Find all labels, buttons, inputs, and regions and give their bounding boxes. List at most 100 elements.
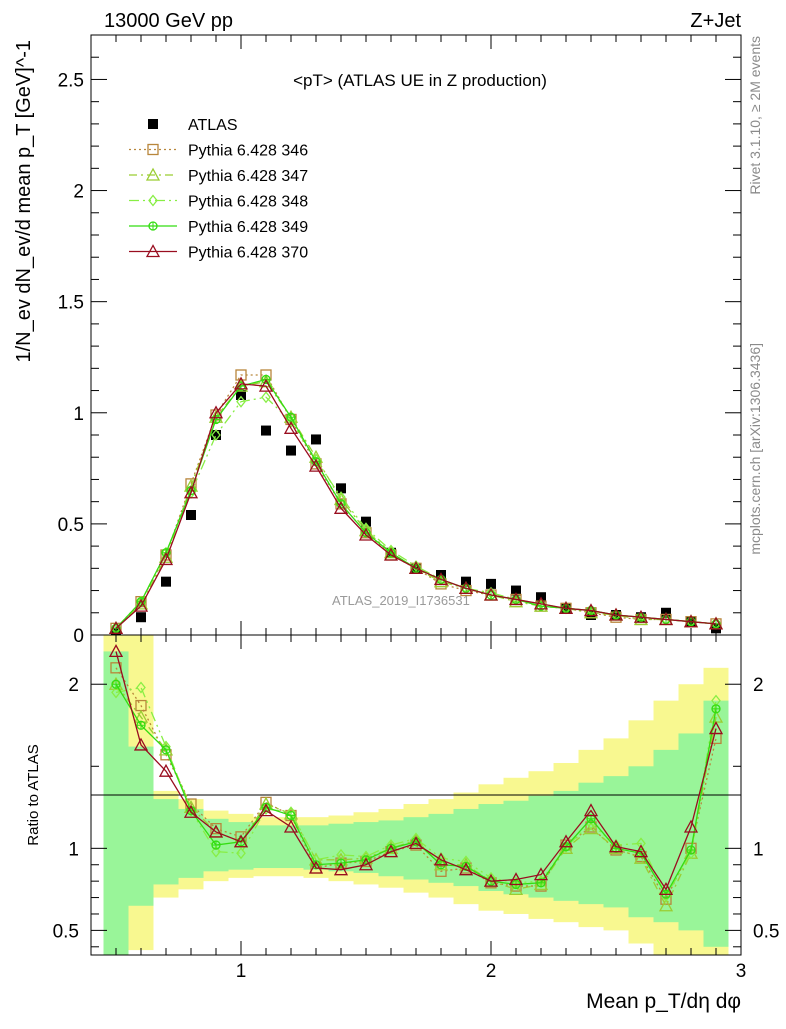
ratio-data-point — [711, 704, 721, 714]
main-data-point — [483, 587, 499, 601]
ratio-axis-ticks: 1 2 3 0.5 0.5 1 1 2 2 — [53, 635, 779, 982]
main-data-point — [208, 405, 224, 419]
main-data-point — [608, 607, 624, 621]
ratio-data-point — [108, 644, 124, 658]
main-data-point — [508, 592, 524, 606]
main-data-point — [333, 500, 349, 514]
main-data-point — [336, 483, 346, 494]
ratio-data-point — [608, 839, 624, 853]
x-tick-label: 1 — [236, 961, 247, 982]
ratio-data-point — [283, 819, 299, 833]
mcplots-label: mcplots.cern.ch [arXiv:1306.3436] — [747, 343, 763, 555]
ratio-y-tick-label: 2 — [68, 675, 79, 696]
main-data-point — [658, 612, 674, 626]
main-series-line — [115, 383, 717, 629]
ratio-data-point — [158, 763, 174, 777]
ratio-data-point — [636, 837, 646, 850]
ratio-data-point — [483, 873, 499, 887]
legend-entry-pythia-6-428-347: Pythia 6.428 347 — [129, 167, 308, 185]
main-data-point — [261, 425, 271, 436]
main-y-tick-label: 0 — [73, 626, 84, 647]
main-panel: 0 0.5 1 1.5 2 2.5 <pT> (ATLAS UE in Z product… — [13, 34, 742, 647]
legend-label: Pythia 6.428 346 — [188, 143, 308, 160]
ratio-data-point — [536, 878, 546, 888]
legend-marker — [148, 221, 158, 231]
legend-entry-pythia-6-428-349: Pythia 6.428 349 — [129, 219, 308, 236]
legend-label: Pythia 6.428 347 — [188, 168, 308, 185]
ratio-data-point — [508, 872, 524, 886]
ratio-data-point — [136, 720, 146, 730]
x-axis-label: Mean p_T/dη dφ — [586, 990, 741, 1013]
ratio-ylabel: Ratio to ATLAS — [25, 744, 42, 845]
legend-label: Pythia 6.428 349 — [188, 219, 308, 236]
ratio-data-point — [686, 845, 696, 855]
main-data-point — [683, 614, 699, 628]
main-data-point — [583, 603, 599, 617]
legend: ATLAS Pythia 6.428 346 Pythia 6.428 347 Pyt… — [129, 117, 308, 262]
main-data-point — [236, 395, 246, 408]
main-data-point — [433, 572, 449, 586]
ratio-inner-band-bin — [128, 746, 154, 906]
ratio-data-point — [383, 844, 399, 858]
ratio-data-point — [658, 882, 674, 896]
rivet-label: Rivet 3.1.10, ≥ 2M events — [747, 36, 763, 195]
main-y-tick-label: 2 — [73, 182, 84, 203]
legend-marker — [147, 143, 159, 156]
main-title: <pT> (ATLAS UE in Z production) — [293, 71, 547, 90]
main-axis-ticks: 0 0.5 1 1.5 2 2.5 — [58, 34, 742, 647]
main-data-point — [183, 485, 199, 499]
legend-label: Pythia 6.428 370 — [188, 245, 308, 262]
ratio-data-point — [211, 845, 221, 858]
main-y-tick-label: 2.5 — [58, 70, 84, 91]
ratio-inner-band-bin — [153, 799, 179, 885]
ratio-y-tick-label-right: 1 — [753, 839, 764, 860]
ratio-inner-band-bin — [703, 700, 729, 947]
main-data-point — [286, 445, 296, 456]
main-data-point — [133, 598, 149, 612]
main-data-point — [558, 600, 574, 614]
ratio-y-tick-label: 0.5 — [53, 921, 79, 942]
ratio-data-point — [333, 862, 349, 876]
main-data-point — [186, 510, 196, 520]
ratio-series-group — [108, 644, 724, 912]
process-label: Z+Jet — [690, 10, 741, 32]
ratio-data-point — [533, 877, 549, 891]
main-data-point — [408, 560, 424, 574]
ratio-data-point — [133, 737, 149, 751]
ratio-inner-band-bin — [428, 813, 454, 883]
main-data-point — [258, 378, 274, 392]
ratio-data-point — [658, 898, 674, 912]
legend-label: Pythia 6.428 348 — [188, 194, 308, 211]
ratio-data-point — [583, 803, 599, 817]
x-tick-label: 2 — [486, 961, 497, 982]
main-data-point — [458, 580, 474, 594]
ratio-data-point — [111, 679, 121, 689]
ratio-y-tick-label-right: 0.5 — [753, 921, 779, 942]
legend-entry-pythia-6-428-346: Pythia 6.428 346 — [129, 143, 308, 160]
main-data-point — [708, 616, 724, 630]
main-data-point — [161, 576, 171, 587]
ratio-data-point — [433, 852, 449, 866]
ratio-inner-band-bin — [578, 782, 604, 905]
ratio-data-point — [408, 836, 424, 850]
legend-entry-atlas: ATLAS — [148, 117, 238, 134]
ratio-data-point — [533, 867, 549, 881]
ratio-series-pythia-6-428-370 — [108, 644, 724, 896]
main-data-point — [286, 412, 296, 422]
ratio-data-point — [358, 857, 374, 871]
ratio-inner-band-bin — [103, 651, 129, 955]
ratio-inner-band-bin — [628, 766, 654, 918]
main-data-point — [308, 458, 324, 472]
ratio-data-point — [258, 803, 274, 817]
ratio-data-point — [558, 834, 574, 848]
main-series-line — [115, 380, 717, 629]
main-data-point — [511, 585, 521, 596]
ratio-data-point — [308, 860, 324, 874]
ratio-data-point — [583, 821, 599, 835]
main-series-pythia-6-428-370 — [108, 376, 724, 634]
ratio-data-point — [211, 840, 221, 850]
main-data-point — [283, 420, 299, 434]
main-data-point — [311, 434, 321, 445]
legend-label: ATLAS — [188, 117, 238, 134]
